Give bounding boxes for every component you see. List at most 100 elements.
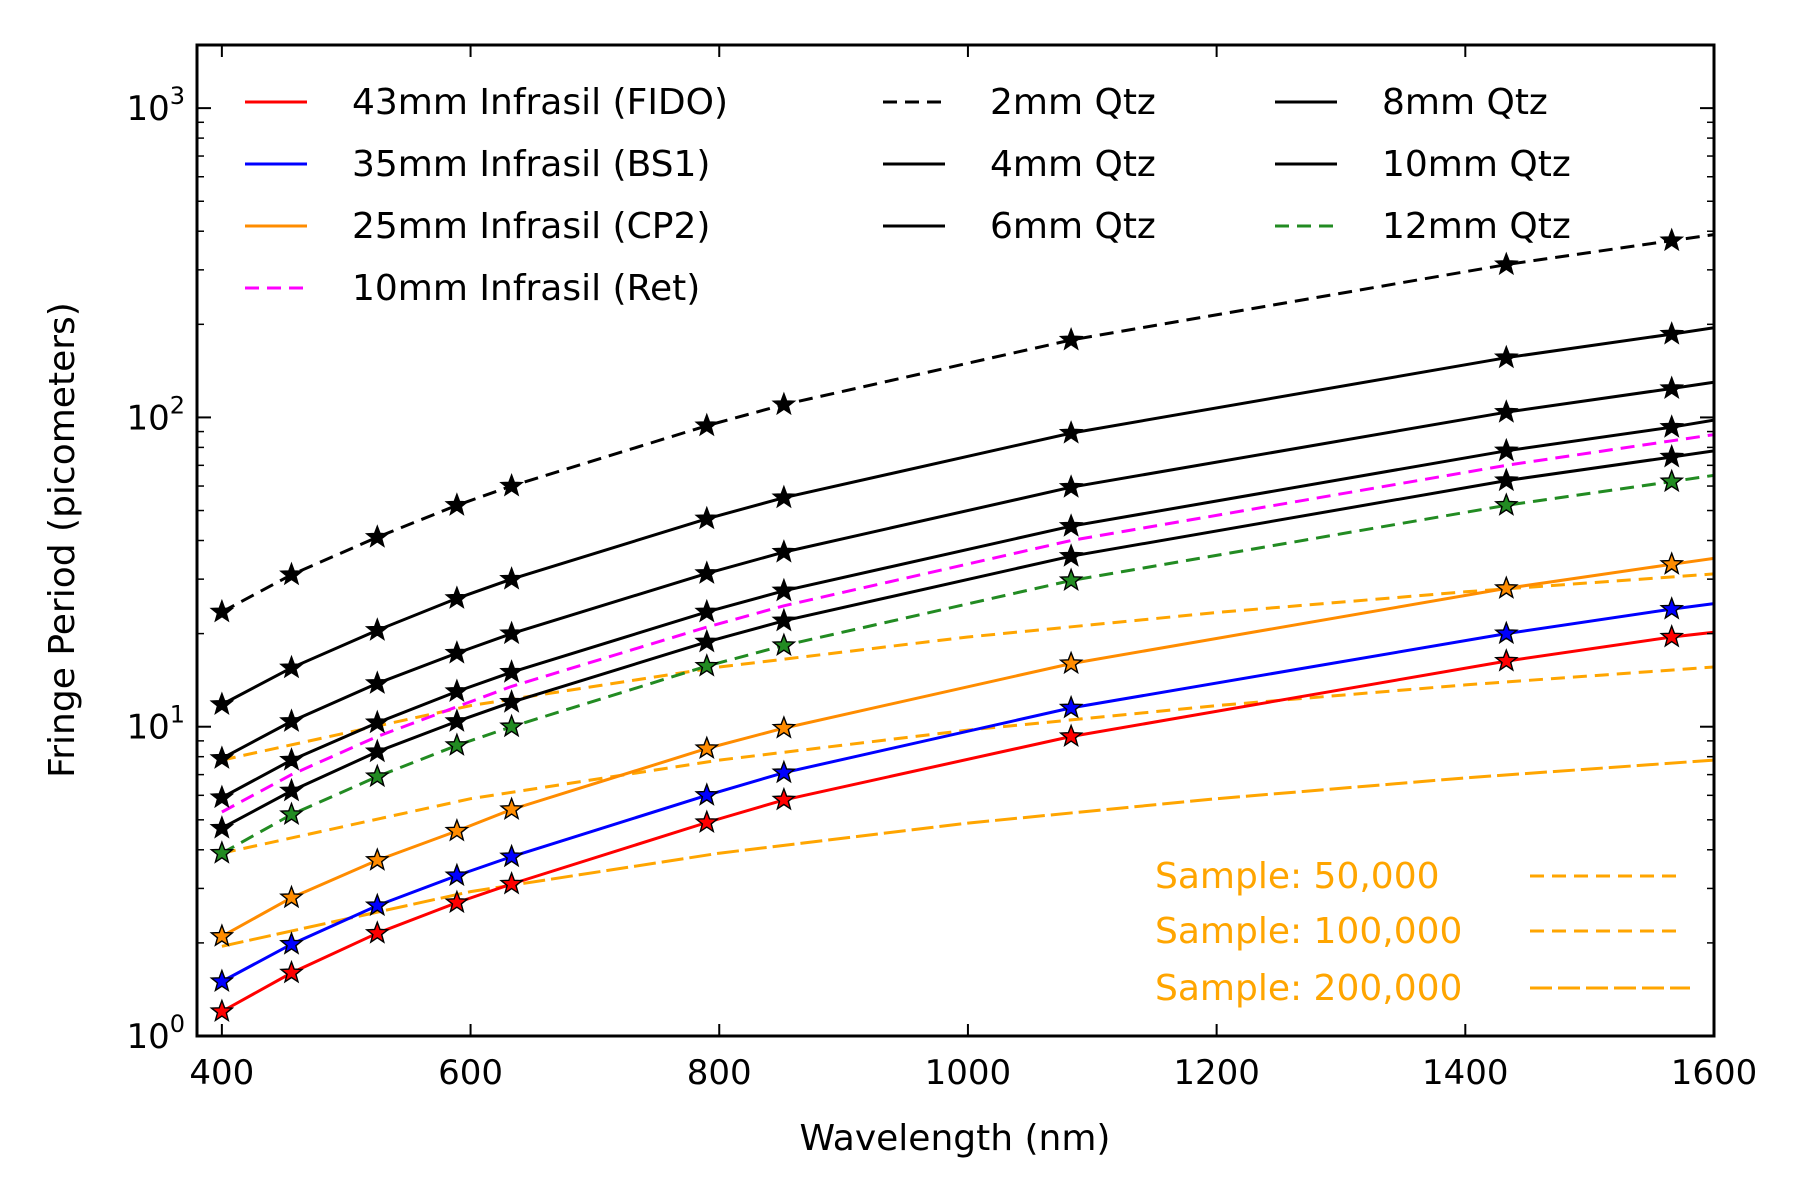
data-point-4mm-qtz (1659, 321, 1685, 345)
legend: 43mm Infrasil (FIDO) 35mm Infrasil (BS1) 2… (245, 82, 1571, 309)
sample-legend: Sample: 50,000 Sample: 100,000 Sample: 200… (1155, 856, 1690, 1009)
data-point-10mm-qtz (209, 815, 235, 839)
data-point-43mm-infrasil-fido (209, 998, 235, 1023)
legend-label-12mm-qtz: 12mm Qtz (1382, 206, 1571, 247)
data-point-10mm-qtz (694, 628, 720, 653)
data-point-43mm-infrasil-fido (1659, 623, 1685, 648)
data-point-6mm-qtz (1659, 375, 1685, 400)
data-point-35mm-infrasil-bs1 (499, 843, 524, 868)
data-point-12mm-qtz (1494, 492, 1519, 516)
data-point-35mm-infrasil-bs1 (1493, 620, 1519, 645)
data-point-43mm-infrasil-fido (279, 959, 304, 984)
y-tick-label: 100 (126, 1010, 185, 1057)
data-point-4mm-qtz (444, 585, 470, 609)
data-point-2mm-qtz (279, 561, 304, 586)
data-point-8mm-qtz (1493, 437, 1519, 462)
data-point-6mm-qtz (364, 670, 390, 694)
data-point-43mm-infrasil-fido (499, 870, 524, 895)
data-point-35mm-infrasil-bs1 (364, 892, 390, 917)
data-point-12mm-qtz (444, 732, 470, 756)
legend-label-2mm-qtz: 2mm Qtz (990, 82, 1156, 123)
legend-label-10mm-qtz: 10mm Qtz (1382, 144, 1571, 185)
data-point-6mm-qtz (694, 560, 720, 584)
data-point-10mm-qtz (1058, 543, 1084, 567)
data-point-6mm-qtz (209, 745, 235, 769)
data-point-6mm-qtz (499, 620, 525, 645)
data-point-8mm-qtz (1058, 513, 1084, 537)
y-tick-label: 101 (126, 701, 185, 748)
series-line-12mm-qtz (221, 473, 1714, 855)
data-point-12mm-qtz (694, 653, 720, 677)
data-point-12mm-qtz (1659, 468, 1685, 493)
data-point-43mm-infrasil-fido (694, 809, 720, 834)
legend-label-25mm-infrasil-cp2: 25mm Infrasil (CP2) (352, 206, 710, 247)
data-point-2mm-qtz (364, 524, 390, 548)
data-point-12mm-qtz (499, 713, 525, 738)
data-point-10mm-qtz (279, 777, 304, 802)
data-point-35mm-infrasil-bs1 (694, 782, 720, 806)
data-point-25mm-infrasil-cp2 (694, 735, 720, 759)
data-point-4mm-qtz (364, 617, 390, 641)
x-tick-label: 600 (438, 1053, 503, 1093)
data-point-10mm-qtz (771, 607, 797, 632)
data-point-25mm-infrasil-cp2 (364, 847, 390, 871)
data-point-6mm-qtz (771, 539, 797, 563)
data-point-12mm-qtz (1058, 567, 1084, 592)
x-tick-label: 1600 (1671, 1053, 1758, 1093)
data-point-2mm-qtz (1659, 227, 1685, 252)
data-point-12mm-qtz (364, 763, 390, 788)
data-point-25mm-infrasil-cp2 (1659, 551, 1685, 575)
data-point-43mm-infrasil-fido (1494, 648, 1519, 672)
series-line-2mm-qtz (221, 233, 1714, 614)
legend-label-4mm-qtz: 4mm Qtz (990, 144, 1156, 185)
x-axis-title: Wavelength (nm) (800, 1118, 1111, 1159)
data-point-8mm-qtz (364, 709, 390, 734)
data-point-43mm-infrasil-fido (364, 920, 390, 944)
data-point-8mm-qtz (1659, 414, 1685, 438)
data-point-12mm-qtz (209, 840, 235, 864)
data-point-4mm-qtz (1493, 344, 1519, 369)
sample-legend-label: Sample: 100,000 (1155, 911, 1462, 952)
data-point-25mm-infrasil-cp2 (499, 796, 524, 821)
data-point-2mm-qtz (444, 492, 470, 516)
data-point-2mm-qtz (771, 391, 797, 416)
x-tick-label: 400 (189, 1053, 254, 1093)
data-point-2mm-qtz (499, 472, 524, 497)
y-tick-label: 102 (126, 391, 185, 438)
y-axis-title: Fringe Period (picometers) (42, 302, 83, 778)
series-line-10mm-infrasil-ret (221, 433, 1714, 814)
data-point-10mm-qtz (444, 708, 470, 732)
series-line-sample-50-000 (221, 572, 1714, 762)
data-point-12mm-qtz (279, 801, 304, 825)
data-point-10mm-qtz (364, 738, 390, 763)
data-point-8mm-qtz (279, 747, 304, 771)
data-point-4mm-qtz (279, 654, 304, 679)
axes: 400 600 800 1000 1200 1400 1600 100 101 102 103 (126, 45, 1757, 1093)
data-point-25mm-infrasil-cp2 (771, 715, 797, 739)
data-point-8mm-qtz (209, 784, 235, 809)
data-point-8mm-qtz (499, 659, 524, 683)
data-point-4mm-qtz (1058, 420, 1084, 444)
data-point-8mm-qtz (771, 577, 797, 602)
data-point-35mm-infrasil-bs1 (1058, 694, 1084, 719)
data-point-4mm-qtz (694, 505, 720, 530)
x-tick-label: 1200 (1173, 1053, 1260, 1093)
y-tick-label: 103 (126, 82, 185, 129)
legend-label-10mm-infrasil-ret: 10mm Infrasil (Ret) (352, 268, 700, 309)
data-point-6mm-qtz (1494, 399, 1519, 423)
data-point-43mm-infrasil-fido (444, 889, 470, 914)
legend-label-43mm-infrasil-fido: 43mm Infrasil (FIDO) (352, 82, 728, 123)
data-point-4mm-qtz (209, 691, 235, 716)
data-point-2mm-qtz (1058, 327, 1084, 351)
legend-label-35mm-infrasil-bs1: 35mm Infrasil (BS1) (352, 144, 710, 185)
data-point-10mm-qtz (1494, 467, 1519, 492)
data-point-2mm-qtz (694, 412, 720, 437)
data-point-10mm-qtz (499, 689, 525, 713)
data-point-35mm-infrasil-bs1 (1659, 596, 1685, 620)
data-point-35mm-infrasil-bs1 (444, 862, 470, 887)
data-point-4mm-qtz (499, 566, 524, 590)
data-point-25mm-infrasil-cp2 (209, 923, 235, 947)
data-point-10mm-qtz (1659, 444, 1685, 468)
